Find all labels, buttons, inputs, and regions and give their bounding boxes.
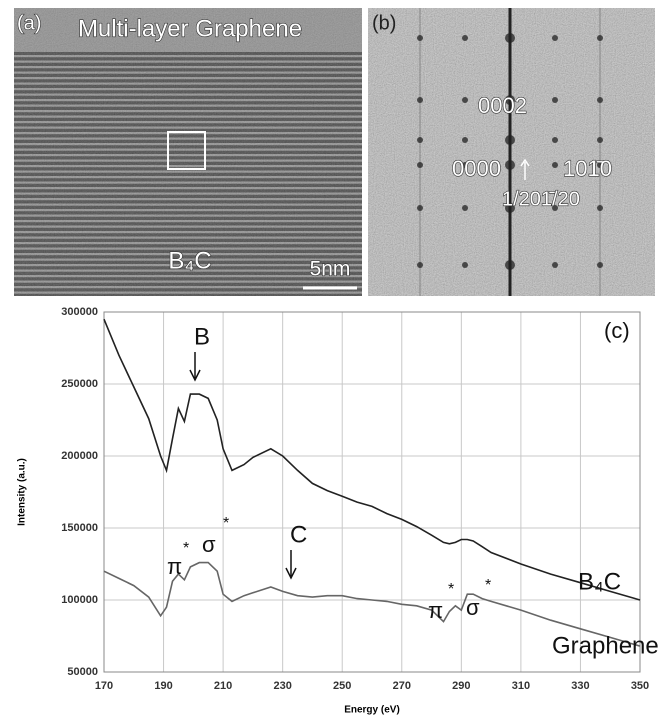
x-axis-title: Energy (eV) (344, 705, 400, 716)
arrow-head (189, 369, 201, 382)
annotation: * (223, 515, 229, 532)
image-noise (14, 8, 362, 296)
panel-b: (b) 0002 0000 101̄0 1/201̄/20 (368, 8, 655, 296)
y-axis-title: Intensity (a.u.) (17, 458, 28, 526)
annotation: * (183, 540, 189, 557)
diffraction-spot (597, 35, 603, 41)
x-tick-label: 170 (95, 680, 113, 692)
arrow-head (285, 567, 297, 580)
x-tick-label: 230 (273, 680, 291, 692)
annotation: σ (202, 532, 216, 557)
diffraction-spot (552, 205, 558, 211)
diffraction-spot (462, 137, 468, 143)
diffraction-spot (505, 95, 515, 105)
diffraction-spot (417, 97, 423, 103)
diffraction-spot (597, 205, 603, 211)
diffraction-spot (417, 205, 423, 211)
x-tick-label: 290 (452, 680, 470, 692)
region-label: B₄C (168, 247, 211, 274)
diffraction-spot (417, 262, 423, 268)
diffraction-spot (462, 162, 468, 168)
diffraction-spot (505, 135, 515, 145)
annotation: B (194, 323, 210, 350)
diffraction-spot (417, 137, 423, 143)
diffraction-spot (462, 35, 468, 41)
diffraction-spot (462, 97, 468, 103)
annotation: σ (466, 595, 480, 620)
y-tick-label: 50000 (67, 666, 98, 678)
diffraction-spot (462, 262, 468, 268)
diffraction-spot (505, 33, 515, 43)
region-label: Multi-layer Graphene (78, 15, 302, 42)
y-tick-label: 250000 (61, 378, 98, 390)
series-label: B₄C (578, 568, 621, 595)
spot-index: 1/201̄/20 (502, 188, 580, 210)
y-tick-label: 150000 (61, 522, 98, 534)
diffraction-spot (597, 137, 603, 143)
x-tick-label: 350 (631, 680, 649, 692)
series-line (103, 318, 641, 601)
x-tick-label: 190 (154, 680, 172, 692)
panel-label: (a) (17, 12, 41, 34)
arrow-head (520, 158, 530, 167)
annotation: * (485, 577, 491, 594)
x-tick-label: 310 (512, 680, 530, 692)
spot-index: 101̄0 (563, 156, 612, 181)
spot-index: 0000 (452, 156, 501, 181)
diffraction-spot (462, 205, 468, 211)
x-tick-label: 250 (333, 680, 351, 692)
diffraction-spot (505, 203, 515, 213)
diffraction-spot (597, 262, 603, 268)
diffraction-spot (597, 162, 603, 168)
scale-label: 5nm (310, 258, 351, 281)
x-tick-label: 270 (393, 680, 411, 692)
panel-a: (a) Multi-layer Graphene B₄C 5nm (14, 8, 362, 296)
selection-box (167, 131, 206, 170)
y-tick-label: 100000 (61, 594, 98, 606)
diffraction-spot (552, 262, 558, 268)
diffraction-spot (505, 260, 515, 270)
y-tick-label: 300000 (61, 306, 98, 318)
annotation: π (428, 598, 443, 623)
series-line (103, 561, 641, 647)
diffraction-spot (417, 35, 423, 41)
plot-frame (103, 311, 641, 673)
x-tick-label: 330 (571, 680, 589, 692)
annotation: * (448, 581, 454, 598)
diffraction-spot (552, 35, 558, 41)
annotation: (c) (604, 318, 630, 343)
panel-label: (b) (372, 12, 396, 34)
spot-index: 0002 (478, 93, 527, 118)
x-tick-label: 210 (214, 680, 232, 692)
diffraction-spot (552, 137, 558, 143)
diffraction-spot (597, 97, 603, 103)
diffraction-spot (552, 97, 558, 103)
series-label: Graphene (552, 632, 659, 659)
diffraction-spot (417, 162, 423, 168)
diffraction-spot (552, 162, 558, 168)
y-tick-label: 200000 (61, 450, 98, 462)
diffraction-spot (505, 160, 515, 170)
annotation: π (167, 554, 182, 579)
annotation: C (290, 521, 307, 548)
